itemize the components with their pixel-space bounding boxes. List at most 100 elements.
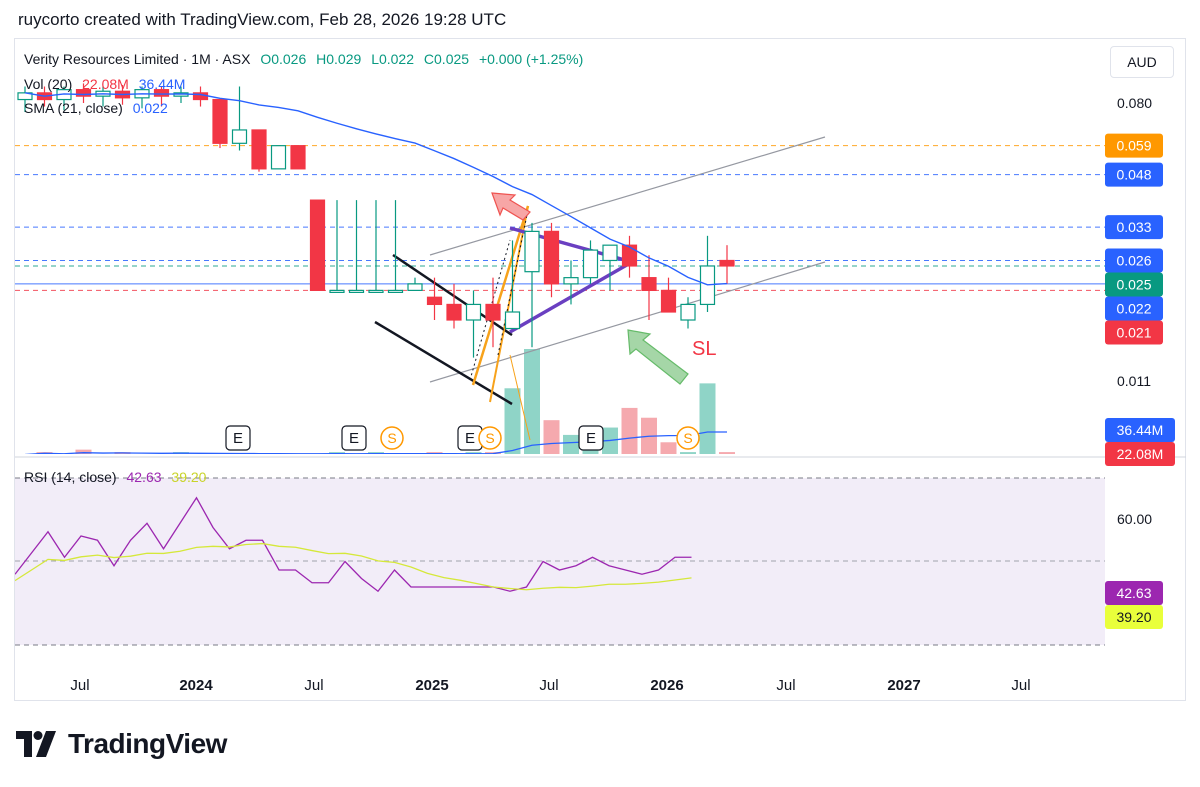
- price-level-badge: [1105, 133, 1163, 158]
- time-axis-tick: 2026: [650, 677, 683, 694]
- brand-name: TradingView: [68, 728, 227, 759]
- volume-bar: [426, 452, 443, 454]
- volume-ma-line: [24, 431, 727, 454]
- time-axis-tick: Jul: [539, 677, 558, 694]
- channel-lower-line[interactable]: [429, 261, 826, 383]
- candle-body[interactable]: [641, 277, 657, 291]
- price-level-badge: [1105, 272, 1163, 297]
- orange-line-3[interactable]: [509, 354, 531, 441]
- volume-bar: [563, 434, 579, 454]
- price-level-badge-label: 0.033: [1116, 219, 1151, 235]
- price-axis-tick: 0.080: [1117, 95, 1152, 111]
- sma-legend: SMA (21, close) 0.022: [24, 100, 174, 116]
- currency-selector[interactable]: AUD: [1110, 46, 1174, 78]
- candle-body[interactable]: [75, 89, 92, 97]
- volume-badge-label: 22.08M: [1117, 446, 1164, 462]
- candle-body[interactable]: [153, 89, 170, 97]
- orange-line-1[interactable]: [471, 205, 530, 386]
- wedge-upper-line[interactable]: [392, 253, 513, 337]
- split-marker-label: S: [683, 430, 692, 446]
- rsi-value-a: 42.63: [126, 469, 162, 485]
- rsi-badge: [1105, 581, 1163, 605]
- earnings-marker-label: E: [586, 430, 596, 447]
- rsi-value-b: 39.20: [171, 469, 207, 485]
- sma-line[interactable]: [24, 92, 728, 286]
- rsi-badge: [1105, 605, 1163, 629]
- volume-bar: [680, 452, 696, 454]
- candle-body[interactable]: [602, 244, 618, 262]
- candle-body[interactable]: [212, 98, 228, 144]
- candle-body[interactable]: [680, 303, 696, 321]
- price-axis-tick: 0.011: [1117, 373, 1151, 389]
- ohlc-close: C0.025: [423, 51, 470, 67]
- earnings-marker-label: E: [465, 430, 475, 447]
- volume-bar: [602, 427, 618, 454]
- candle-body[interactable]: [465, 303, 482, 321]
- price-level-badge: [1105, 215, 1163, 240]
- rsi-ma-line[interactable]: [15, 542, 692, 591]
- candle-body[interactable]: [426, 296, 443, 306]
- candle-body[interactable]: [543, 230, 560, 285]
- brand[interactable]: TradingView: [16, 728, 227, 760]
- volume-bar: [75, 449, 92, 454]
- rsi-badge-label: 39.20: [1116, 609, 1151, 625]
- symbol-name[interactable]: Verity Resources Limited · 1M · ASX: [24, 51, 251, 67]
- candle-body[interactable]: [504, 311, 521, 330]
- rsi-axis-tick: 60.00: [1117, 511, 1152, 527]
- chart-header: ruycorto created with TradingView.com, F…: [18, 10, 507, 29]
- candle-body[interactable]: [231, 129, 248, 144]
- split-marker[interactable]: [676, 426, 700, 450]
- red-arrow-shape[interactable]: [491, 192, 531, 221]
- candle-body[interactable]: [329, 289, 345, 293]
- candle-body[interactable]: [309, 199, 326, 291]
- channel-upper-line[interactable]: [429, 136, 826, 256]
- volume-badge: [1105, 418, 1175, 442]
- candle-body[interactable]: [368, 289, 384, 293]
- earnings-marker[interactable]: [578, 425, 604, 451]
- time-axis-tick: 2027: [887, 677, 920, 694]
- volume-badge-label: 36.44M: [1117, 422, 1164, 438]
- candle-body[interactable]: [719, 259, 735, 267]
- candle-body[interactable]: [251, 129, 267, 170]
- rsi-line[interactable]: [15, 496, 692, 593]
- price-level-badge: [1105, 248, 1163, 273]
- split-marker[interactable]: [380, 426, 404, 450]
- orange-line-2[interactable]: [489, 205, 529, 403]
- candle-body[interactable]: [387, 289, 404, 293]
- volume-bar: [660, 442, 677, 454]
- earnings-marker[interactable]: [341, 425, 367, 451]
- price-level-badge: [1105, 296, 1163, 321]
- candle-body[interactable]: [485, 303, 501, 321]
- ohlc-high: H0.029: [316, 51, 362, 67]
- price-level-badge-label: 0.026: [1116, 252, 1151, 268]
- time-axis-tick: Jul: [776, 677, 795, 694]
- volume-bar: [504, 388, 521, 454]
- volume-bar: [329, 452, 345, 454]
- split-marker[interactable]: [478, 426, 502, 450]
- earnings-marker-label: E: [349, 430, 359, 447]
- candle-body[interactable]: [348, 289, 365, 293]
- candle-body[interactable]: [290, 145, 306, 170]
- green-arrow-shape[interactable]: [627, 329, 689, 385]
- candle-body[interactable]: [524, 230, 540, 273]
- candle-body[interactable]: [582, 249, 599, 279]
- candle-body[interactable]: [270, 145, 287, 170]
- candle-body[interactable]: [563, 277, 579, 285]
- earnings-marker[interactable]: [225, 425, 251, 451]
- sma-label[interactable]: SMA (21, close): [24, 100, 123, 116]
- rsi-label[interactable]: RSI (14, close): [24, 469, 117, 485]
- chart-frame: [14, 38, 1186, 701]
- candle-body[interactable]: [407, 283, 423, 291]
- dotted-line-1[interactable]: [469, 239, 511, 381]
- earnings-marker-label: E: [233, 430, 243, 447]
- candle-body[interactable]: [621, 244, 638, 267]
- candle-body[interactable]: [660, 289, 677, 313]
- candle-body[interactable]: [446, 303, 462, 321]
- sl-annotation[interactable]: SL: [692, 338, 716, 360]
- time-axis-tick: 2024: [179, 677, 213, 694]
- time-axis-tick: Jul: [1011, 677, 1030, 694]
- volume-bar: [465, 452, 482, 454]
- wedge-lower-line[interactable]: [374, 320, 513, 406]
- volume-label[interactable]: Vol (20): [24, 76, 73, 92]
